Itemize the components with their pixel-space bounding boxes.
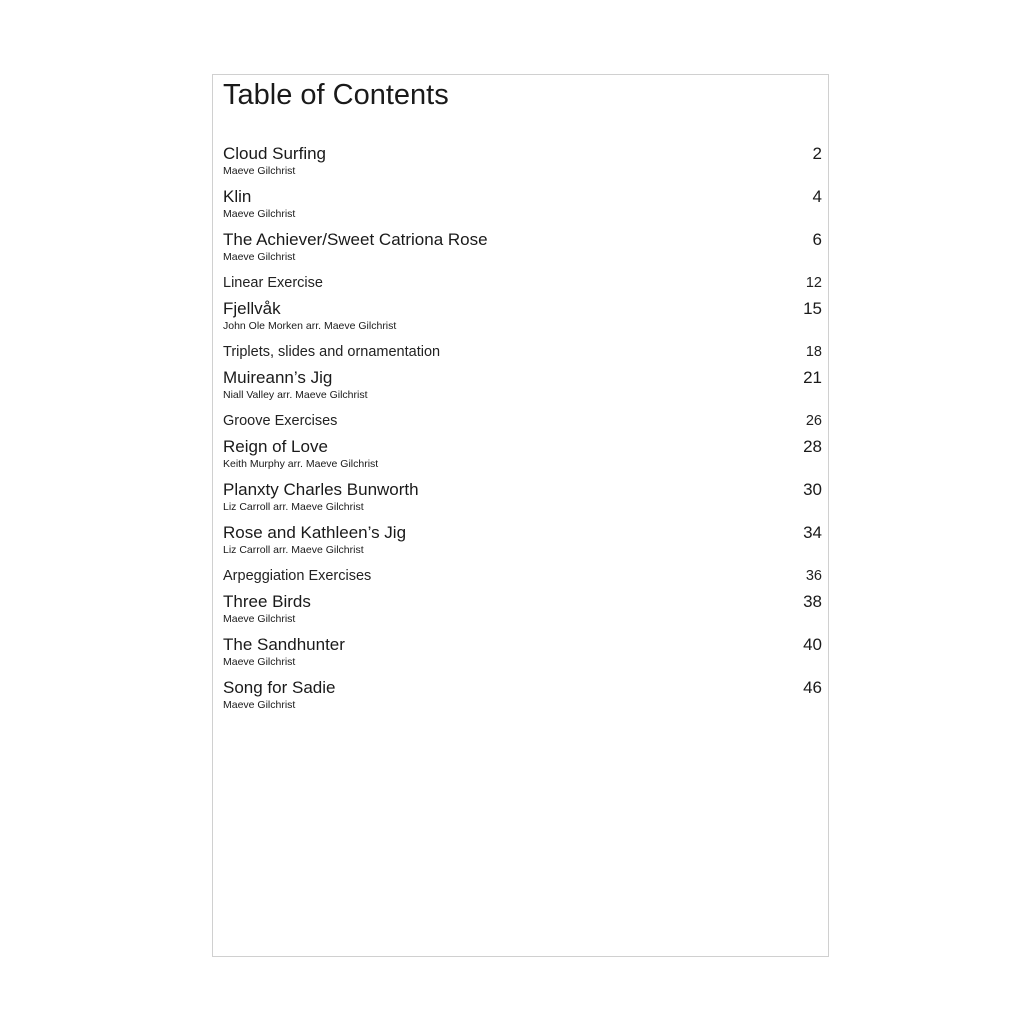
document-page: Table of Contents Cloud Surfing 2 Maeve Gi… (212, 74, 829, 957)
entry-author: Maeve Gilchrist (223, 699, 296, 711)
entry-title: Rose and Kathleen’s Jig (223, 523, 407, 542)
toc-entry[interactable]: Three Birds 38 Maeve Gilchrist (223, 591, 822, 626)
toc-entry[interactable]: Klin 4 Maeve Gilchrist (223, 186, 822, 221)
entry-author: Maeve Gilchrist (223, 613, 296, 625)
toc-entry[interactable]: Muireann’s Jig 21 Niall Valley arr. Maeve … (223, 367, 822, 402)
entry-page-number: 38 (803, 592, 822, 611)
entry-title: Reign of Love (223, 437, 328, 456)
toc-entry[interactable]: Linear Exercise 12 (223, 272, 822, 294)
entry-page-number: 6 (812, 230, 822, 249)
entry-title: Muireann’s Jig (223, 368, 333, 387)
entry-author: Maeve Gilchrist (223, 165, 296, 177)
entry-title: Fjellvåk (223, 299, 281, 318)
entry-author: Keith Murphy arr. Maeve Gilchrist (223, 458, 379, 470)
toc-entry[interactable]: Triplets, slides and ornamentation 18 (223, 341, 822, 363)
entry-page-number: 46 (803, 678, 822, 697)
entry-page-number: 30 (803, 480, 822, 499)
entry-page-number: 28 (803, 437, 822, 456)
entry-page-number: 15 (803, 299, 822, 318)
page-title: Table of Contents (223, 79, 449, 111)
toc-entry[interactable]: The Achiever/Sweet Catriona Rose 6 Maeve G… (223, 229, 822, 264)
entry-page-number: 34 (803, 523, 822, 542)
entry-author: Liz Carroll arr. Maeve Gilchrist (223, 544, 364, 556)
toc-entry[interactable]: Cloud Surfing 2 Maeve Gilchrist (223, 143, 822, 178)
entry-title: Arpeggiation Exercises (223, 568, 372, 584)
entry-page-number: 36 (805, 568, 822, 584)
toc-entry[interactable]: Rose and Kathleen’s Jig 34 Liz Carroll arr… (223, 522, 822, 557)
entry-author: Maeve Gilchrist (223, 251, 296, 263)
toc-entry[interactable]: Groove Exercises 26 (223, 410, 822, 432)
entry-page-number: 18 (805, 344, 822, 360)
entry-title: The Achiever/Sweet Catriona Rose (223, 230, 488, 249)
entry-page-number: 21 (803, 368, 822, 387)
entry-author: John Ole Morken arr. Maeve Gilchrist (223, 320, 397, 332)
entry-title: Cloud Surfing (223, 144, 327, 163)
entry-page-number: 40 (803, 635, 822, 654)
entry-title: Triplets, slides and ornamentation (223, 344, 441, 360)
toc-entry[interactable]: Fjellvåk 15 John Ole Morken arr. Maeve Gil… (223, 298, 822, 333)
entry-title: Linear Exercise (223, 275, 323, 291)
entry-author: Maeve Gilchrist (223, 208, 296, 220)
entry-title: Planxty Charles Bunworth (223, 480, 419, 499)
entry-page-number: 12 (805, 275, 822, 291)
entry-page-number: 4 (812, 187, 822, 206)
toc-entry[interactable]: Planxty Charles Bunworth 30 Liz Carroll ar… (223, 479, 822, 514)
entry-title: Song for Sadie (223, 678, 336, 697)
entry-title: The Sandhunter (223, 635, 345, 654)
toc-entry[interactable]: Arpeggiation Exercises 36 (223, 565, 822, 587)
toc-entry[interactable]: Song for Sadie 46 Maeve Gilchrist (223, 677, 822, 712)
toc-entry[interactable]: Reign of Love 28 Keith Murphy arr. Maeve G… (223, 436, 822, 471)
entry-title: Groove Exercises (223, 413, 338, 429)
entry-title: Klin (223, 187, 252, 206)
entry-author: Niall Valley arr. Maeve Gilchrist (223, 389, 368, 401)
entry-page-number: 2 (812, 144, 822, 163)
toc-entry[interactable]: The Sandhunter 40 Maeve Gilchrist (223, 634, 822, 669)
entry-author: Maeve Gilchrist (223, 656, 296, 668)
entry-title: Three Birds (223, 592, 311, 611)
entry-author: Liz Carroll arr. Maeve Gilchrist (223, 501, 364, 513)
toc-list: Cloud Surfing 2 Maeve Gilchrist Klin 4 Maeve … (223, 143, 822, 720)
entry-page-number: 26 (805, 413, 822, 429)
